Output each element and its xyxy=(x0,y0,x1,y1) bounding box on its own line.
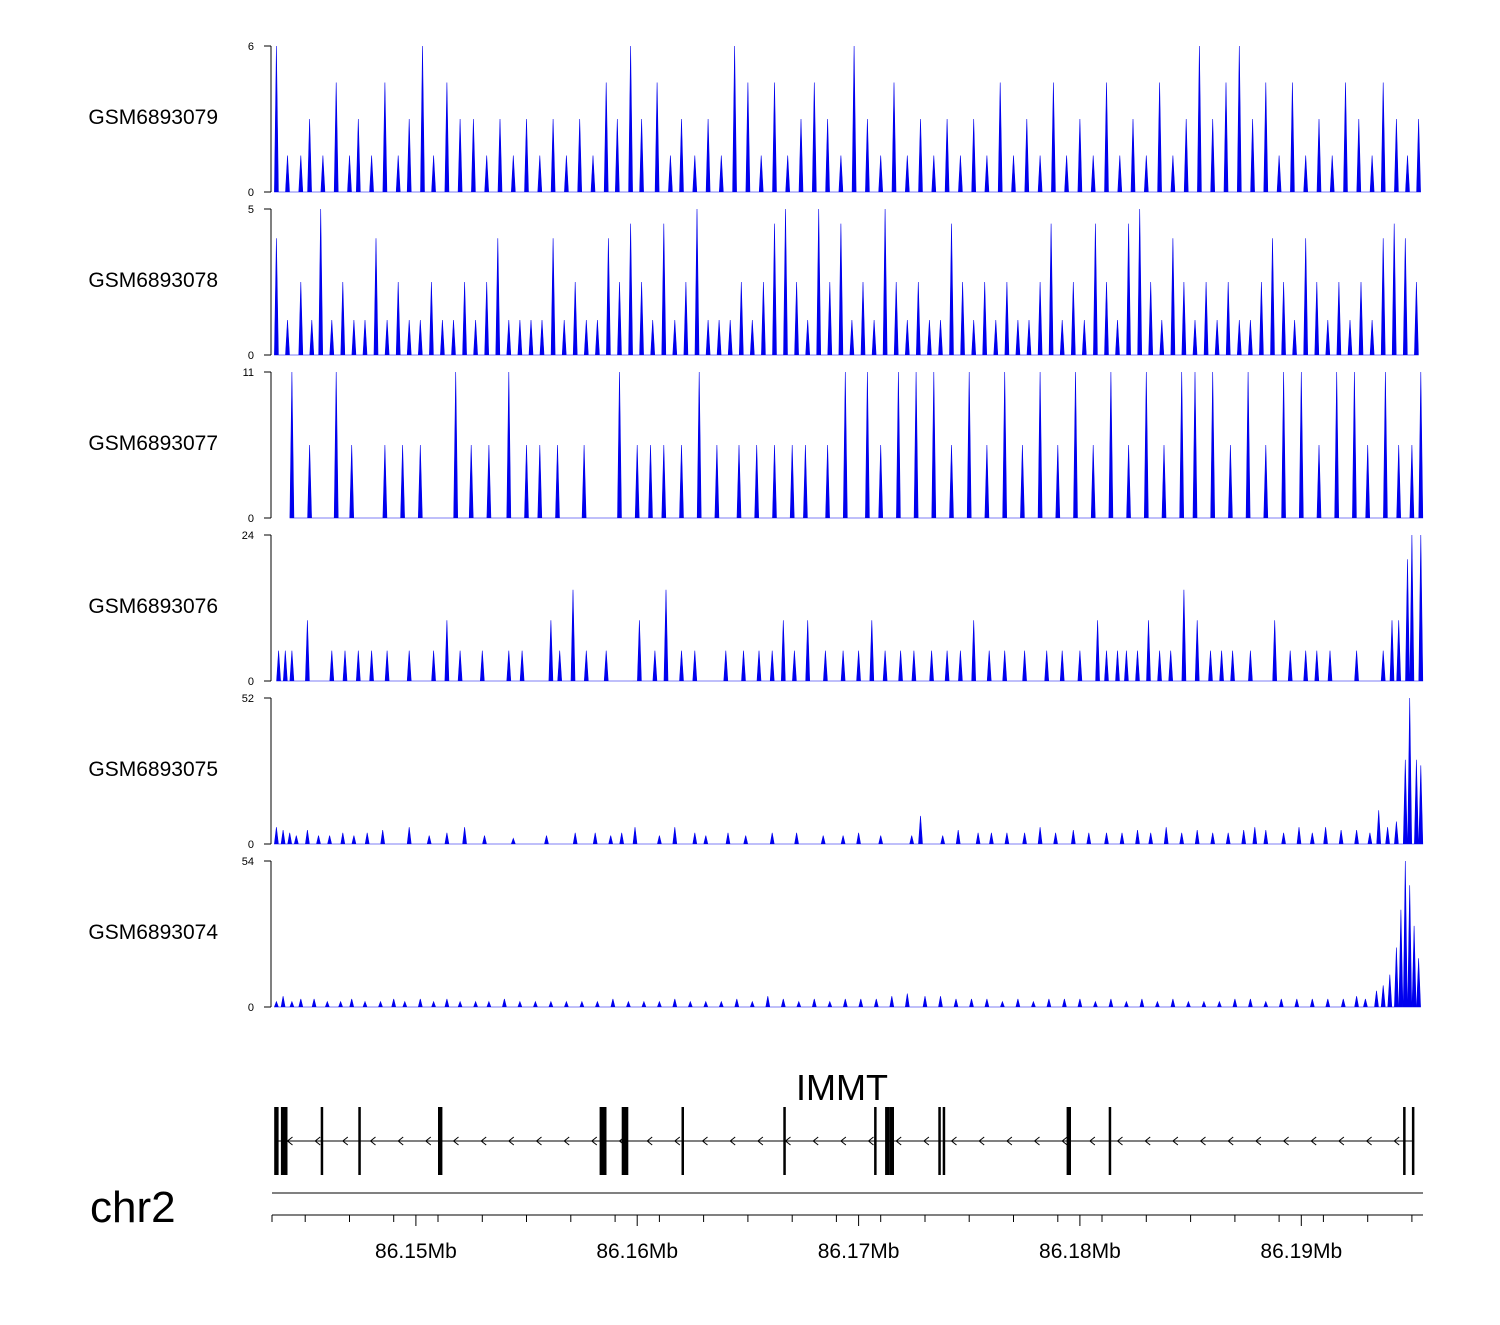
exon xyxy=(942,1107,946,1175)
y-tick-label-min: 0 xyxy=(248,350,254,362)
strand-arrow xyxy=(1338,1136,1345,1146)
signal-area xyxy=(276,534,1424,682)
exon xyxy=(599,1107,604,1175)
strand-arrow xyxy=(895,1136,902,1146)
exon xyxy=(1403,1107,1406,1175)
y-tick-label-max: 5 xyxy=(248,204,254,216)
signal-area xyxy=(289,371,1424,519)
signal-area xyxy=(274,697,1424,845)
strand-arrow xyxy=(452,1136,459,1146)
strand-arrow xyxy=(535,1136,542,1146)
strand-arrow xyxy=(1310,1136,1317,1146)
strand-arrow xyxy=(701,1136,708,1146)
strand-arrow xyxy=(673,1136,681,1146)
y-tick-label-max: 6 xyxy=(248,41,254,53)
gene-track: IMMT xyxy=(274,1067,1415,1175)
track-name-label: GSM6893076 xyxy=(88,595,218,618)
strand-arrow xyxy=(757,1136,764,1146)
strand-arrow xyxy=(424,1136,432,1146)
track-gsm6893078: GSM6893078 5 0 xyxy=(88,204,1419,362)
strand-arrow xyxy=(341,1136,349,1146)
y-tick-label-min: 0 xyxy=(248,187,254,199)
strand-arrow xyxy=(729,1136,736,1146)
strand-arrow xyxy=(1282,1136,1289,1146)
track-gsm6893076: GSM6893076 24 0 xyxy=(88,530,1424,688)
strand-arrow xyxy=(923,1136,930,1146)
signal-area xyxy=(274,45,1421,193)
track-name-label: GSM6893078 xyxy=(88,269,218,292)
coverage-tracks: GSM689307960GSM689307850GSM6893077110GSM… xyxy=(88,41,1424,1014)
strand-arrow xyxy=(1365,1136,1372,1146)
y-tick-label-min: 0 xyxy=(248,1002,254,1014)
strand-arrow xyxy=(812,1136,819,1146)
gene-label: IMMT xyxy=(796,1067,888,1108)
y-tick-label-max: 24 xyxy=(242,530,254,542)
signal-area xyxy=(274,208,1419,356)
strand-arrow xyxy=(1393,1136,1400,1146)
exon xyxy=(274,1107,279,1175)
strand-arrow xyxy=(1006,1136,1013,1146)
x-tick-label: 86.15Mb xyxy=(375,1240,457,1263)
exon xyxy=(320,1107,324,1175)
track-gsm6893077: GSM6893077 11 0 xyxy=(88,367,1424,525)
track-gsm6893074: GSM6893074 54 0 xyxy=(88,856,1421,1014)
strand-arrow xyxy=(840,1136,847,1146)
strand-arrow xyxy=(950,1136,957,1146)
y-tick-label-min: 0 xyxy=(248,513,254,525)
strand-arrow xyxy=(1172,1136,1179,1146)
strand-arrow xyxy=(314,1136,321,1146)
exon xyxy=(874,1107,877,1175)
track-gsm6893075: GSM6893075 52 0 xyxy=(88,693,1424,851)
exon xyxy=(938,1107,941,1175)
exon xyxy=(621,1107,629,1175)
exon xyxy=(681,1107,684,1175)
track-name-label: GSM6893077 xyxy=(88,432,218,455)
strand-arrow xyxy=(1061,1136,1068,1146)
x-tick-label: 86.17Mb xyxy=(818,1240,900,1263)
genome-axis: chr2 86.15Mb 86.16Mb 86.17Mb 86.18Mb 86.19Mb xyxy=(90,1183,1423,1263)
strand-arrow xyxy=(590,1136,598,1146)
x-tick-label: 86.16Mb xyxy=(596,1240,678,1263)
y-tick-label-max: 54 xyxy=(242,856,254,868)
signal-area xyxy=(273,860,1421,1008)
strand-arrow xyxy=(867,1136,874,1146)
exon xyxy=(1108,1107,1112,1175)
track-name-label: GSM6893074 xyxy=(88,921,218,944)
strand-arrow xyxy=(563,1136,570,1146)
exon xyxy=(604,1107,607,1175)
strand-arrow xyxy=(1227,1136,1234,1146)
strand-arrow xyxy=(1089,1136,1096,1146)
exon xyxy=(783,1107,786,1175)
exon xyxy=(1411,1107,1415,1175)
strand-arrow xyxy=(1199,1136,1206,1146)
strand-arrow xyxy=(978,1136,985,1146)
strand-arrow xyxy=(646,1136,653,1146)
exon xyxy=(438,1107,443,1175)
strand-arrow xyxy=(480,1136,487,1146)
strand-arrow xyxy=(369,1136,376,1146)
strand-arrow xyxy=(507,1136,515,1146)
y-tick-label-min: 0 xyxy=(248,839,254,851)
y-tick-label-min: 0 xyxy=(248,676,254,688)
exon xyxy=(358,1107,361,1175)
strand-arrow xyxy=(1144,1136,1151,1146)
exon xyxy=(1066,1107,1071,1175)
track-gsm6893079: GSM6893079 6 0 xyxy=(88,41,1421,199)
strand-arrow xyxy=(397,1136,404,1146)
x-tick-label: 86.19Mb xyxy=(1260,1240,1342,1263)
y-tick-label-max: 52 xyxy=(242,693,254,705)
exon xyxy=(885,1107,890,1175)
x-tick-label: 86.18Mb xyxy=(1039,1240,1121,1263)
track-name-label: GSM6893079 xyxy=(88,106,218,129)
exon xyxy=(280,1107,288,1175)
chromosome-label: chr2 xyxy=(90,1183,176,1232)
strand-arrow xyxy=(1033,1136,1040,1146)
strand-arrow xyxy=(1116,1136,1123,1146)
y-tick-label-max: 11 xyxy=(243,367,254,379)
strand-arrow xyxy=(1255,1136,1262,1146)
exon xyxy=(889,1107,894,1175)
track-name-label: GSM6893075 xyxy=(88,758,218,781)
